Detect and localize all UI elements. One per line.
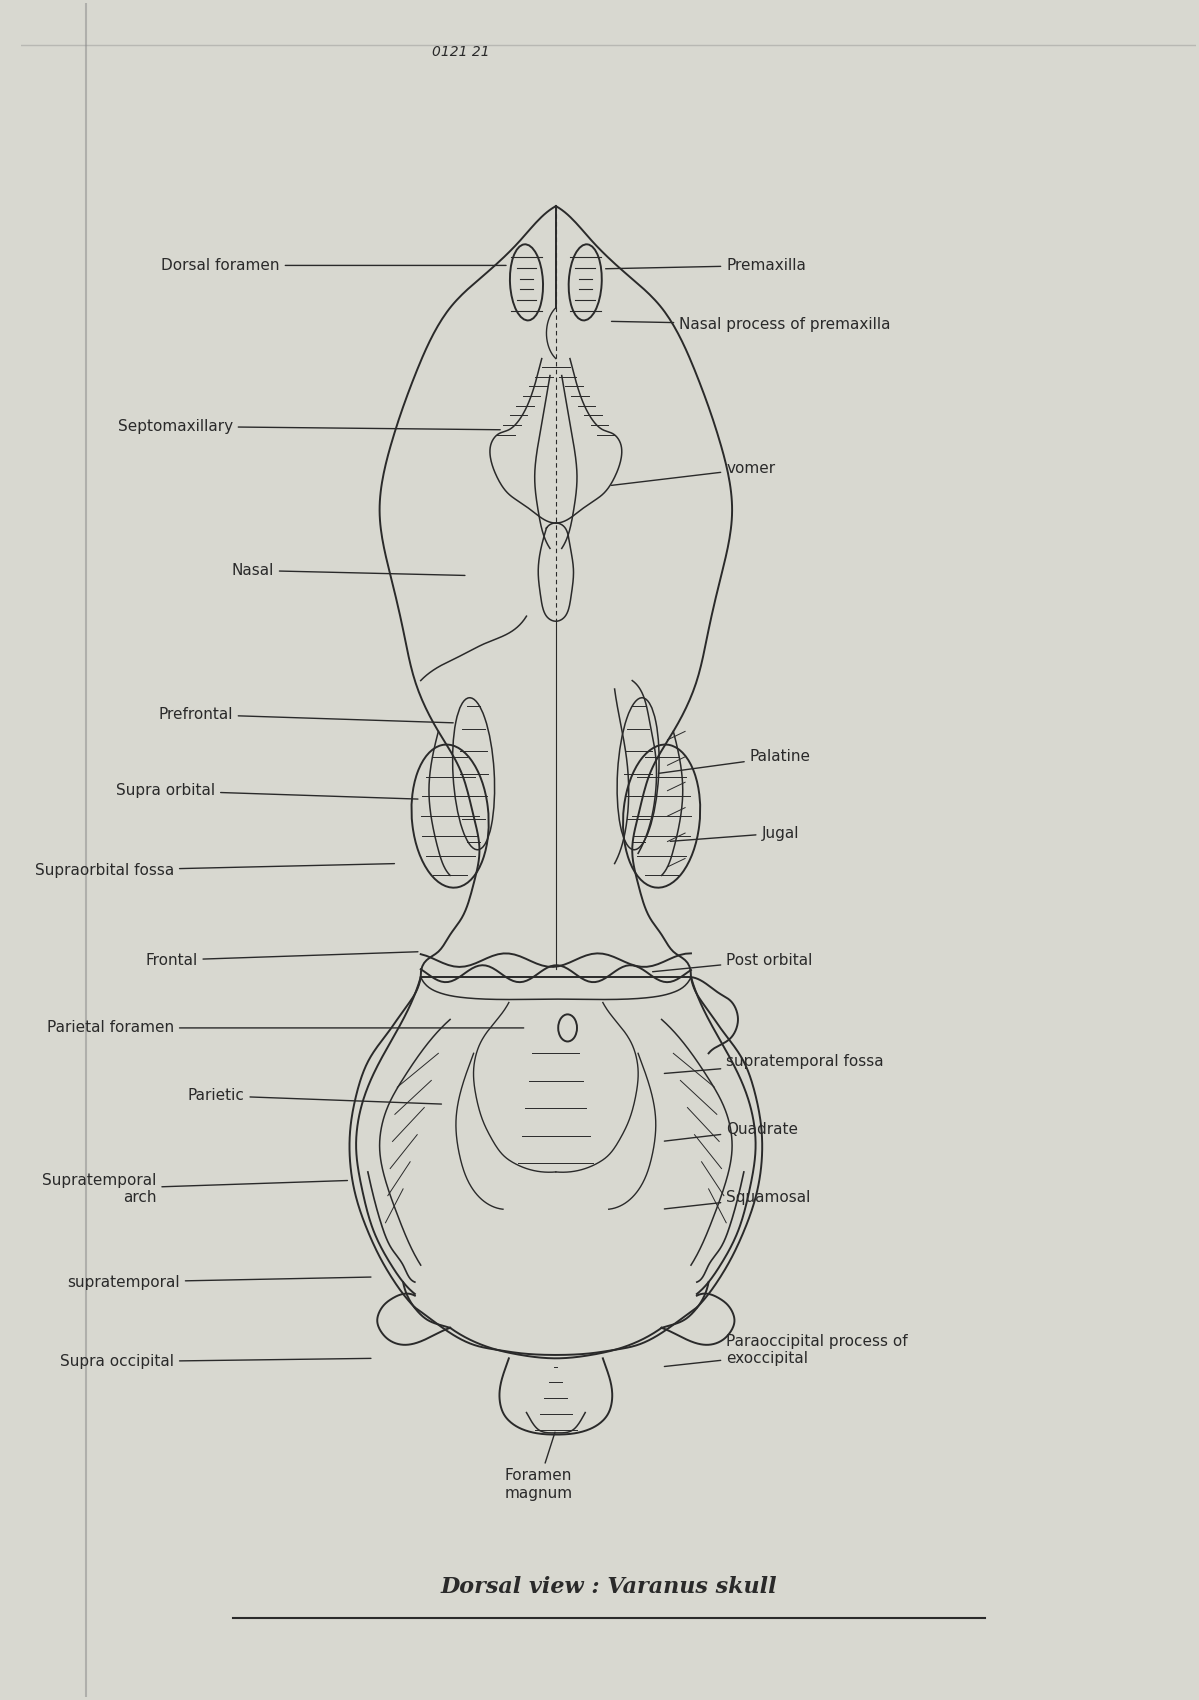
Text: Parietal foramen: Parietal foramen bbox=[47, 1020, 524, 1035]
Text: supratemporal: supratemporal bbox=[67, 1275, 370, 1290]
Text: Squamosal: Squamosal bbox=[664, 1190, 811, 1209]
Text: Prefrontal: Prefrontal bbox=[158, 707, 453, 722]
Text: supratemporal fossa: supratemporal fossa bbox=[664, 1054, 884, 1073]
Text: Post orbital: Post orbital bbox=[652, 952, 813, 972]
Text: Supratemporal
arch: Supratemporal arch bbox=[42, 1173, 348, 1205]
Text: Supra orbital: Supra orbital bbox=[116, 784, 418, 799]
Text: Jugal: Jugal bbox=[670, 826, 799, 842]
Text: vomer: vomer bbox=[611, 461, 776, 486]
Text: Paraoccipital process of
exoccipital: Paraoccipital process of exoccipital bbox=[664, 1334, 908, 1367]
Text: Supra occipital: Supra occipital bbox=[60, 1355, 370, 1368]
Text: Parietic: Parietic bbox=[187, 1088, 441, 1103]
Text: Nasal process of premaxilla: Nasal process of premaxilla bbox=[611, 318, 891, 332]
Text: Premaxilla: Premaxilla bbox=[605, 258, 806, 274]
Text: Supraorbital fossa: Supraorbital fossa bbox=[35, 864, 394, 877]
Text: Palatine: Palatine bbox=[658, 750, 811, 774]
Text: Dorsal foramen: Dorsal foramen bbox=[161, 258, 506, 274]
Text: Foramen
magnum: Foramen magnum bbox=[504, 1431, 572, 1501]
Text: Frontal: Frontal bbox=[145, 952, 418, 967]
Text: 0121 21: 0121 21 bbox=[433, 46, 490, 60]
Text: Septomaxillary: Septomaxillary bbox=[118, 418, 500, 434]
Text: Quadrate: Quadrate bbox=[664, 1122, 799, 1141]
Text: Dorsal view : Varanus skull: Dorsal view : Varanus skull bbox=[440, 1576, 777, 1598]
Text: Nasal: Nasal bbox=[231, 563, 465, 578]
